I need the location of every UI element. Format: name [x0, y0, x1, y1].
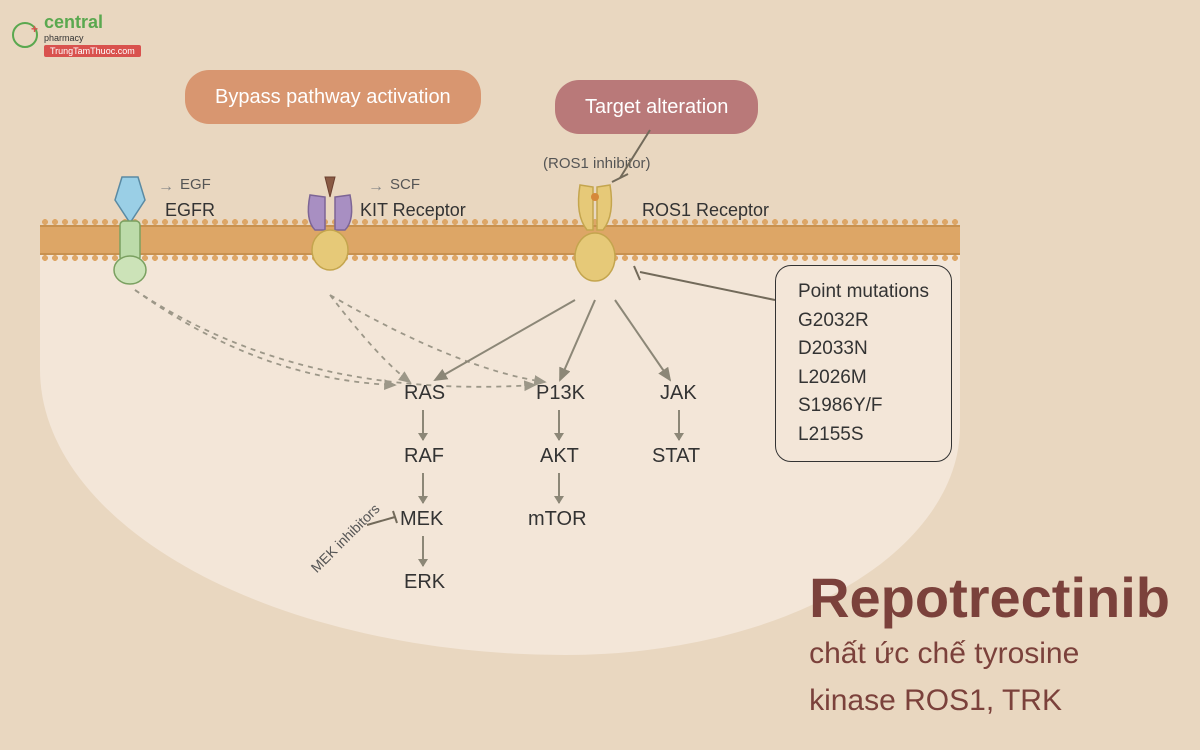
ros1-receptor — [555, 175, 635, 310]
kit-receptor — [290, 175, 370, 300]
pi3k-label: P13K — [536, 382, 585, 405]
point-mutations-box: Point mutations G2032R D2033N L2026M S19… — [775, 265, 952, 462]
scf-ligand-label: SCF — [390, 176, 420, 193]
arrow-mek-erk — [422, 536, 424, 566]
akt-label: AKT — [540, 445, 579, 468]
scf-arrow-icon: → — [368, 178, 384, 196]
drug-title: Repotrectinib — [809, 570, 1170, 626]
mutation-item: S1986Y/F — [798, 392, 929, 421]
logo-brand: central — [44, 12, 141, 33]
cell-membrane — [40, 225, 960, 255]
mek-label: MEK — [400, 508, 443, 531]
mutation-item: D2033N — [798, 335, 929, 364]
point-mutations-title: Point mutations — [798, 278, 929, 307]
title-block: Repotrectinib chất ức chế tyrosine kinas… — [809, 570, 1170, 720]
mutation-item: L2155S — [798, 421, 929, 450]
mutation-item: L2026M — [798, 364, 929, 393]
logo-capsule-icon — [12, 22, 38, 48]
arrow-akt-mtor — [558, 473, 560, 503]
mutation-item: G2032R — [798, 307, 929, 336]
erk-label: ERK — [404, 571, 445, 594]
arrow-jak-stat — [678, 410, 680, 440]
ros1-inhibitor-note: (ROS1 inhibitor) — [543, 155, 651, 172]
drug-subtitle-2: kinase ROS1, TRK — [809, 681, 1170, 720]
ros1-label: ROS1 Receptor — [642, 200, 769, 221]
arrow-ras-raf — [422, 410, 424, 440]
logo-banner: TrungTamThuoc.com — [44, 45, 141, 57]
drug-subtitle-1: chất ức chế tyrosine — [809, 634, 1170, 673]
brand-logo: central pharmacy TrungTamThuoc.com — [12, 12, 141, 57]
kit-label: KIT Receptor — [360, 200, 466, 221]
raf-label: RAF — [404, 445, 444, 468]
stat-label: STAT — [652, 445, 700, 468]
jak-label: JAK — [660, 382, 697, 405]
egf-ligand-label: EGF — [180, 176, 211, 193]
egfr-receptor — [100, 175, 160, 300]
ras-label: RAS — [404, 382, 445, 405]
mtor-label: mTOR — [528, 508, 587, 531]
mek-inhib-line-icon — [365, 505, 405, 530]
egfr-label: EGFR — [165, 200, 215, 221]
target-badge: Target alteration — [555, 80, 758, 134]
egf-arrow-icon: → — [158, 178, 174, 196]
logo-sub: pharmacy — [44, 33, 141, 43]
arrow-pi3k-akt — [558, 410, 560, 440]
arrow-raf-mek — [422, 473, 424, 503]
bypass-badge: Bypass pathway activation — [185, 70, 481, 124]
